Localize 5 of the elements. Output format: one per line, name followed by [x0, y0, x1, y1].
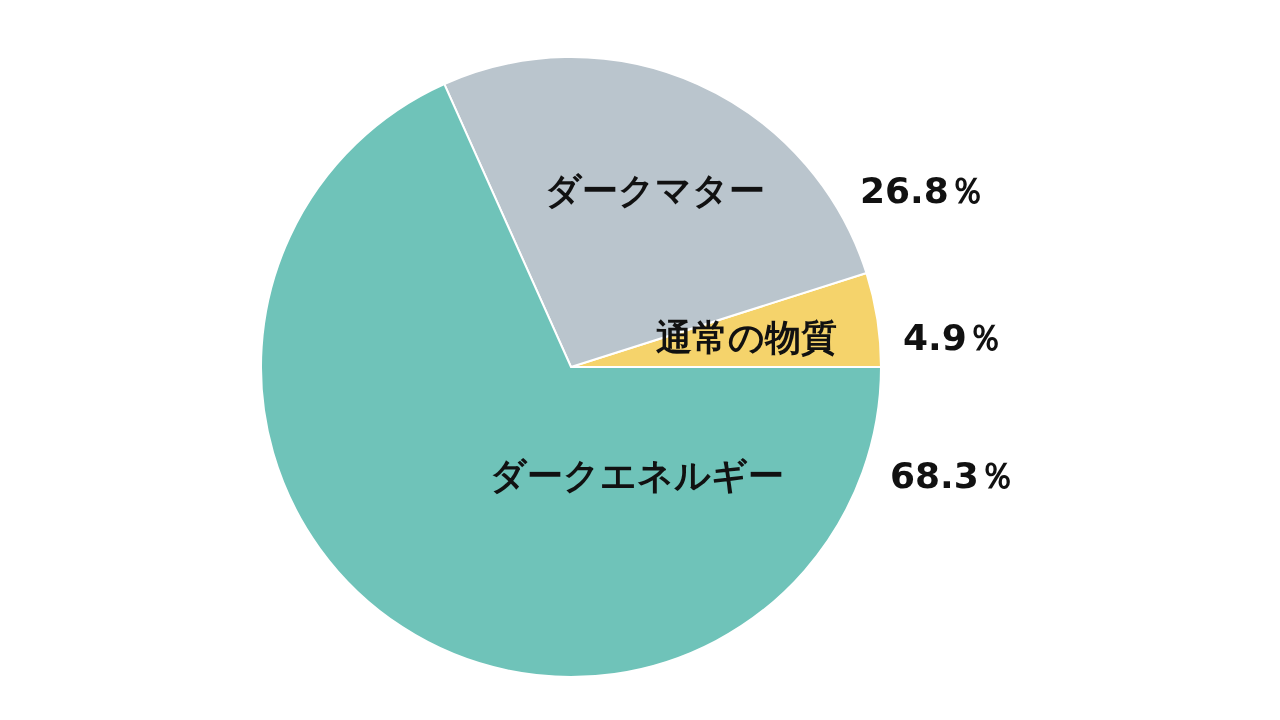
slice-label: ダークマター	[545, 169, 765, 211]
data-label: 4.9％	[903, 316, 1003, 358]
data-label: 26.8％	[860, 169, 985, 211]
data-label: 68.3％	[890, 454, 1015, 496]
slice-label: ダークエネルギー	[490, 454, 784, 496]
